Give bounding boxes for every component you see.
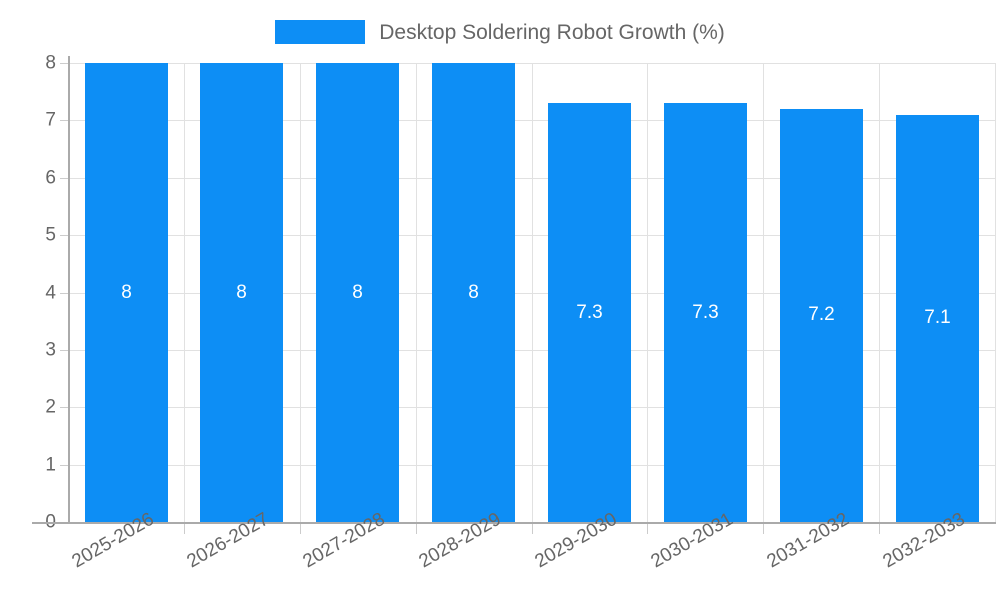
gridline-horizontal xyxy=(68,63,995,64)
legend-color-swatch xyxy=(275,20,366,44)
y-axis-line xyxy=(68,56,70,522)
legend-item[interactable]: Desktop Soldering Robot Growth (%) xyxy=(275,20,725,44)
y-axis-tick-mark xyxy=(60,292,68,294)
x-axis-tick-mark xyxy=(879,524,880,534)
gridline-vertical xyxy=(995,63,996,522)
x-axis-tick-mark xyxy=(763,524,764,534)
gridline-horizontal xyxy=(68,177,995,179)
y-axis-tick-label: 8 xyxy=(45,52,56,74)
y-axis-tick-mark xyxy=(60,235,68,237)
y-axis-tick-label: 3 xyxy=(45,339,56,361)
y-axis-tick-label: 2 xyxy=(45,396,56,418)
bar[interactable]: 8 xyxy=(85,63,168,522)
legend-label: Desktop Soldering Robot Growth (%) xyxy=(379,20,725,44)
bar[interactable]: 8 xyxy=(200,63,283,522)
bar-value-label: 7.3 xyxy=(692,301,719,323)
gridline-horizontal xyxy=(68,292,995,294)
bar-value-label: 7.3 xyxy=(576,301,603,323)
y-axis-tick-label: 6 xyxy=(45,167,56,189)
gridline-vertical xyxy=(416,63,417,522)
x-axis-tick-mark xyxy=(184,524,185,534)
bar[interactable]: 7.3 xyxy=(664,103,747,522)
y-axis-tick-label: 7 xyxy=(45,109,56,131)
bar-value-label: 7.1 xyxy=(924,307,951,329)
y-axis-tick-mark xyxy=(60,120,68,122)
y-axis-tick-label: 1 xyxy=(45,454,56,476)
x-axis-line xyxy=(32,522,996,524)
x-axis-tick-mark xyxy=(647,524,648,534)
plot-area: 8 8 8 8 7.3 7.3 7.2 7.1 xyxy=(68,63,996,523)
gridline-horizontal xyxy=(68,407,995,409)
y-axis-tick-mark xyxy=(60,349,68,351)
gridline-vertical xyxy=(300,63,301,522)
bar-value-label: 8 xyxy=(121,281,132,303)
y-axis-tick-mark xyxy=(60,464,68,466)
y-axis-tick-label: 5 xyxy=(45,224,56,246)
gridline-vertical xyxy=(879,63,880,522)
bar[interactable]: 8 xyxy=(432,63,515,522)
gridline-horizontal xyxy=(68,235,995,237)
x-axis-tick-mark xyxy=(300,524,301,534)
bar-value-label: 8 xyxy=(236,281,247,303)
bar-value-label: 7.2 xyxy=(808,304,835,326)
y-axis: 012345678 xyxy=(0,0,68,600)
y-axis-tick-label: 4 xyxy=(45,282,56,303)
gridline-horizontal xyxy=(68,120,995,122)
x-axis-tick-mark xyxy=(532,524,533,534)
bar-value-label: 8 xyxy=(468,281,479,303)
bar-value-label: 8 xyxy=(352,281,363,303)
gridline-vertical xyxy=(763,63,764,522)
gridline-vertical xyxy=(184,63,185,522)
x-axis-tick-mark xyxy=(416,524,417,534)
y-axis-tick-mark xyxy=(60,407,68,409)
y-axis-tick-mark xyxy=(60,63,68,64)
chart-legend: Desktop Soldering Robot Growth (%) xyxy=(0,14,1000,50)
bar[interactable]: 7.2 xyxy=(780,108,863,522)
y-axis-tick-mark xyxy=(60,177,68,179)
bar[interactable]: 7.3 xyxy=(548,103,631,522)
gridline-vertical xyxy=(647,63,648,522)
bar[interactable]: 8 xyxy=(316,63,399,522)
gridline-horizontal xyxy=(68,464,995,466)
gridline-vertical xyxy=(532,63,533,522)
bar[interactable]: 7.1 xyxy=(896,114,979,522)
gridline-horizontal xyxy=(68,349,995,351)
